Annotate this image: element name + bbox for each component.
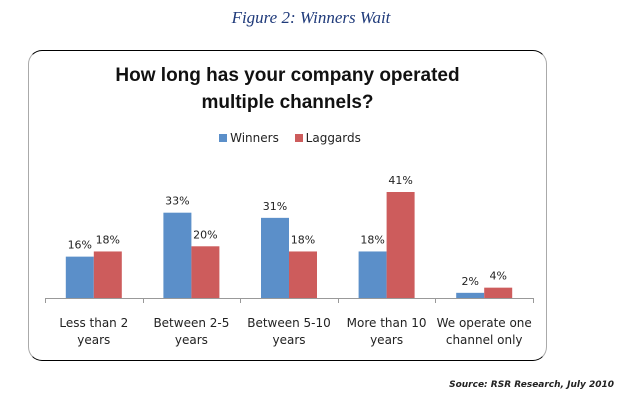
legend-swatch-laggards bbox=[294, 134, 303, 142]
bar-laggards bbox=[93, 251, 122, 298]
data-label-laggards: 18% bbox=[96, 233, 120, 246]
data-label-laggards: 4% bbox=[489, 270, 506, 283]
bar-laggards bbox=[191, 246, 220, 298]
bar-laggards bbox=[386, 192, 415, 298]
bar-laggards bbox=[289, 251, 317, 298]
x-tick-label: We operate one bbox=[437, 316, 532, 330]
data-label-laggards: 41% bbox=[388, 174, 412, 187]
x-tick-label: Less than 2 bbox=[59, 316, 128, 330]
x-tick-label: Between 5-10 bbox=[247, 316, 331, 330]
x-tick-label: years bbox=[77, 333, 110, 347]
bar-winners bbox=[65, 256, 94, 298]
bar-winners bbox=[163, 212, 192, 298]
x-tick-label: years bbox=[370, 333, 403, 347]
chart-frame bbox=[28, 50, 547, 361]
data-label-winners: 33% bbox=[165, 195, 189, 208]
figure-title: Figure 2: Winners Wait bbox=[231, 8, 391, 27]
x-tick-label: channel only bbox=[446, 333, 523, 347]
data-label-winners: 16% bbox=[68, 239, 92, 252]
chart-title-line-2: multiple channels? bbox=[201, 92, 374, 113]
bar-winners bbox=[261, 217, 289, 298]
legend: Winners Laggards bbox=[0, 131, 580, 145]
legend-label-laggards: Laggards bbox=[305, 131, 361, 145]
bar-laggards bbox=[484, 287, 513, 298]
legend-swatch-winners bbox=[219, 134, 228, 142]
chart-title: How long has your company operated multi… bbox=[28, 62, 547, 116]
bar-winners bbox=[358, 251, 387, 298]
data-label-laggards: 18% bbox=[291, 233, 315, 246]
x-tick-label: years bbox=[175, 333, 208, 347]
bar-winners bbox=[456, 292, 485, 298]
source-note: Source: RSR Research, July 2010 bbox=[449, 380, 614, 390]
legend-item-laggards: Laggards bbox=[294, 131, 361, 145]
data-label-winners: 18% bbox=[360, 233, 384, 246]
x-tick-label: More than 10 bbox=[347, 316, 427, 330]
chart-title-line-1: How long has your company operated bbox=[115, 65, 460, 86]
data-label-laggards: 20% bbox=[193, 228, 217, 241]
data-label-winners: 2% bbox=[461, 275, 478, 288]
x-tick-label: years bbox=[272, 333, 305, 347]
data-label-winners: 31% bbox=[263, 200, 287, 213]
legend-item-winners: Winners bbox=[219, 131, 279, 145]
legend-label-winners: Winners bbox=[230, 131, 279, 145]
x-tick-label: Between 2-5 bbox=[153, 316, 229, 330]
